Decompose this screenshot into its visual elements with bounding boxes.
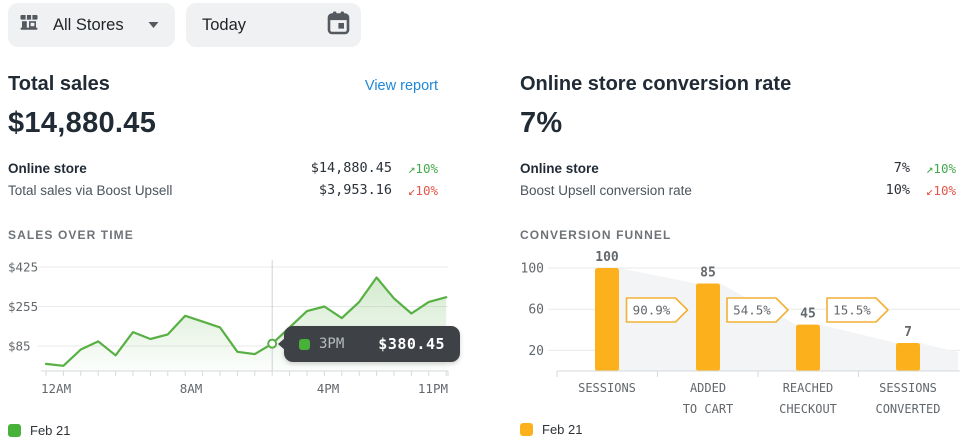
conversion-title: Online store conversion rate — [520, 73, 792, 95]
row-value: $14,880.45 — [310, 160, 392, 176]
x-axis-label: SESSIONS — [578, 381, 636, 395]
legend-label: Feb 21 — [542, 422, 583, 437]
x-axis-label: 12AM — [41, 381, 71, 396]
hover-marker[interactable] — [267, 338, 278, 349]
store-icon — [18, 12, 40, 39]
conversion-badge-label: 54.5% — [733, 303, 771, 318]
conversion-panel: Online store conversion rate 7% Online s… — [520, 73, 960, 438]
trend-arrow-icon: ↙ — [925, 182, 934, 198]
funnel-chart[interactable]: 100 60 20 100 85 45 7 90.9% 54.5% 15.5% SESSIONS AD… — [520, 248, 960, 420]
y-axis-label: 100 — [521, 262, 544, 277]
bar-value-label: 45 — [800, 307, 816, 322]
store-filter-label: All Stores — [53, 15, 124, 34]
breakdown-row: Online store 7% ↗10% — [520, 157, 956, 179]
conversion-badge — [625, 297, 689, 323]
x-axis-label: SESSIONS — [879, 381, 937, 395]
total-sales-value: $14,880.45 — [8, 107, 157, 139]
conversion-badge-label: 90.9% — [633, 303, 671, 318]
funnel-legend: Feb 21 — [520, 422, 956, 437]
trend-change: 10% — [933, 182, 956, 198]
breakdown-row: Online store $14,880.45 ↗10% — [8, 157, 438, 179]
trend-chip: ↗10% — [392, 161, 438, 176]
conversion-value: 7% — [520, 107, 563, 139]
conversion-breakdown: Online store 7% ↗10% Boost Upsell conver… — [520, 157, 956, 201]
x-axis-label: TO CART — [683, 402, 734, 416]
x-axis-label: ADDED — [690, 381, 726, 395]
total-sales-breakdown: Online store $14,880.45 ↗10% Total sales… — [8, 157, 438, 201]
trend-chip: ↙10% — [910, 183, 956, 198]
row-value: 10% — [885, 182, 910, 198]
chart-tooltip: 3PM $380.45 — [277, 326, 461, 362]
trend-change: 10% — [415, 160, 438, 176]
funnel-bar[interactable] — [696, 283, 720, 371]
conversion-badge — [726, 297, 789, 323]
row-label: Boost Upsell conversion rate — [520, 182, 692, 198]
breakdown-row: Boost Upsell conversion rate 10% ↙10% — [520, 179, 956, 201]
x-axis-label: CONVERTED — [875, 402, 940, 416]
row-value: 7% — [893, 160, 910, 176]
x-axis-label: 4PM — [317, 381, 340, 396]
trend-arrow-icon: ↗ — [925, 160, 934, 176]
y-axis-label: 60 — [528, 303, 544, 318]
y-axis-label: $425 — [8, 260, 38, 275]
y-axis-label: $85 — [8, 339, 31, 354]
total-sales-panel: Total sales View report $14,880.45 Onlin… — [8, 73, 461, 438]
bar-value-label: 85 — [700, 265, 716, 280]
tooltip-time: 3PM — [319, 336, 345, 352]
y-axis-label: $255 — [8, 299, 38, 314]
dashboard-content: Total sales View report $14,880.45 Onlin… — [0, 47, 960, 438]
funnel-bar[interactable] — [595, 268, 619, 371]
trend-chip: ↙10% — [392, 183, 438, 198]
trend-chip: ↗10% — [910, 161, 956, 176]
trend-change: 10% — [933, 160, 956, 176]
trend-arrow-icon: ↙ — [407, 182, 416, 198]
trend-change: 10% — [415, 182, 438, 198]
caret-down-icon — [147, 16, 160, 34]
sales-chart[interactable]: $425 $255 $85 12AM 8AM 4PM 11PM 3PM $380.45 — [8, 255, 461, 405]
y-axis-label: 20 — [528, 344, 544, 359]
date-filter-button[interactable]: Today — [186, 3, 361, 47]
row-label: Online store — [520, 160, 599, 176]
date-filter-label: Today — [202, 15, 247, 34]
funnel-bar[interactable] — [796, 324, 820, 371]
funnel-bar[interactable] — [896, 343, 920, 371]
conversion-funnel-label: CONVERSION FUNNEL — [520, 228, 672, 242]
breakdown-row: Total sales via Boost Upsell $3,953.16 ↙… — [8, 179, 438, 201]
total-sales-title: Total sales — [8, 73, 110, 95]
legend-swatch — [520, 423, 533, 436]
bar-value-label: 7 — [904, 325, 912, 340]
store-filter-button[interactable]: All Stores — [8, 3, 175, 47]
sales-over-time-label: SALES OVER TIME — [8, 228, 134, 242]
row-label: Total sales via Boost Upsell — [8, 182, 173, 198]
conversion-badge — [826, 297, 889, 323]
x-axis-label: 8AM — [180, 381, 203, 396]
topbar: All Stores Today — [0, 0, 960, 47]
view-report-link[interactable]: View report — [364, 78, 438, 94]
x-axis-label: 11PM — [418, 381, 448, 396]
row-value: $3,953.16 — [318, 182, 392, 198]
conversion-badge-label: 15.5% — [833, 303, 871, 318]
x-axis-label: REACHED — [783, 381, 834, 395]
tooltip-value: $380.45 — [378, 335, 446, 353]
funnel-chart-svg[interactable]: 100 60 20 100 85 45 7 90.9% 54.5% 15.5% SESSIONS AD… — [520, 248, 960, 420]
bar-value-label: 100 — [595, 250, 619, 265]
sales-line — [44, 276, 448, 367]
calendar-icon — [326, 10, 351, 41]
x-axis-label: CHECKOUT — [779, 402, 837, 416]
trend-arrow-icon: ↗ — [407, 160, 416, 176]
tooltip-series-swatch — [299, 338, 310, 350]
row-label: Online store — [8, 160, 87, 176]
